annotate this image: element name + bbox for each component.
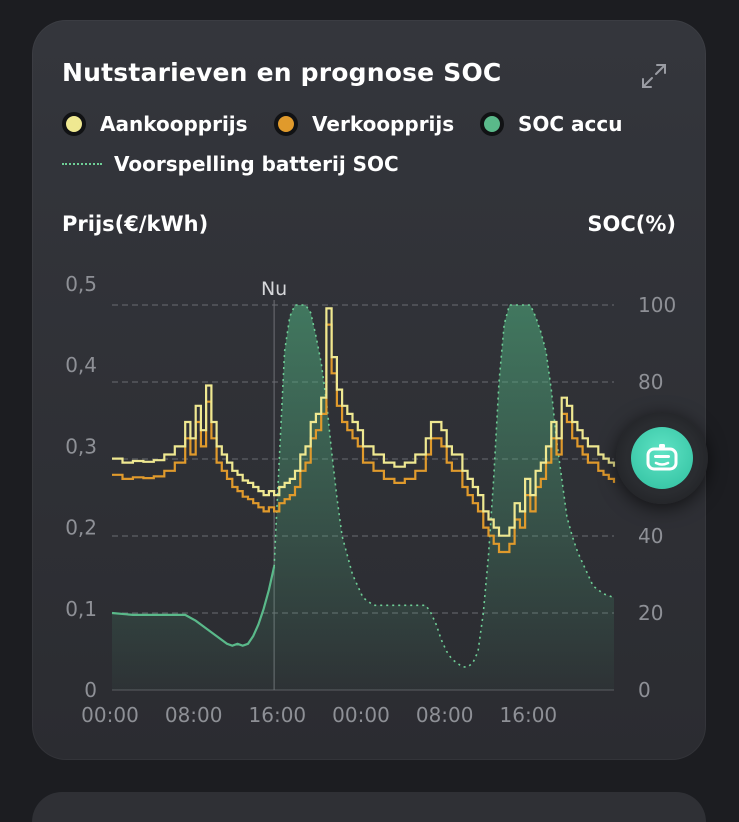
soc-accu-line: [111, 566, 276, 647]
left-axis-title: Prijs(€/kWh): [62, 212, 209, 236]
x-tick-label: 08:00: [416, 703, 474, 727]
aankoopprijs-line: [112, 307, 616, 537]
left-tick-label: 0,2: [65, 516, 97, 540]
card-title: Nutstarieven en prognose SOC: [62, 58, 502, 87]
right-tick-label: 100: [638, 293, 676, 317]
left-tick-label: 0,3: [65, 434, 97, 458]
left-tick-label: 0,4: [65, 353, 97, 377]
legend-item-aankoopprijs[interactable]: Aankoopprijs: [62, 112, 248, 136]
legend-item-soc-accu[interactable]: SOC accu: [480, 112, 623, 136]
legend-item-voorspelling[interactable]: Voorspelling batterij SOC: [62, 152, 399, 176]
left-tick-label: 0,1: [65, 597, 97, 621]
x-tick-label: 00:00: [81, 703, 139, 727]
expand-icon[interactable]: [640, 62, 668, 90]
legend-label: Verkoopprijs: [312, 112, 455, 136]
legend-swatch-dotted: [62, 163, 102, 165]
price-soc-chart: 00,10,20,30,40,502040608010000:0008:0016…: [65, 272, 676, 727]
left-tick-label: 0,5: [65, 272, 97, 296]
legend-swatch: [274, 112, 298, 136]
now-label: Nu: [261, 278, 287, 300]
right-tick-label: 20: [638, 601, 663, 625]
area-layer: [112, 305, 614, 690]
right-tick-label: 40: [638, 524, 663, 548]
line-layer: [111, 304, 616, 668]
x-tick-label: 16:00: [500, 703, 558, 727]
assistant-button[interactable]: [616, 412, 708, 504]
right-tick-label: 80: [638, 370, 663, 394]
next-card-peek: [32, 792, 706, 822]
legend-swatch: [62, 112, 86, 136]
soc-area: [112, 305, 614, 690]
legend-item-verkoopprijs[interactable]: Verkoopprijs: [274, 112, 454, 136]
right-tick-label: 0: [638, 678, 651, 702]
left-tick-label: 0: [84, 678, 97, 702]
right-axis-title: SOC(%): [587, 212, 676, 236]
legend-label: SOC accu: [518, 112, 623, 136]
assistant-bot-icon: [631, 427, 693, 489]
legend-swatch: [480, 112, 504, 136]
x-tick-label: 08:00: [165, 703, 223, 727]
x-tick-label: 00:00: [332, 703, 390, 727]
x-tick-label: 16:00: [249, 703, 307, 727]
legend-label: Aankoopprijs: [100, 112, 248, 136]
soc-forecast-line: [273, 304, 615, 668]
legend-label: Voorspelling batterij SOC: [114, 152, 399, 176]
